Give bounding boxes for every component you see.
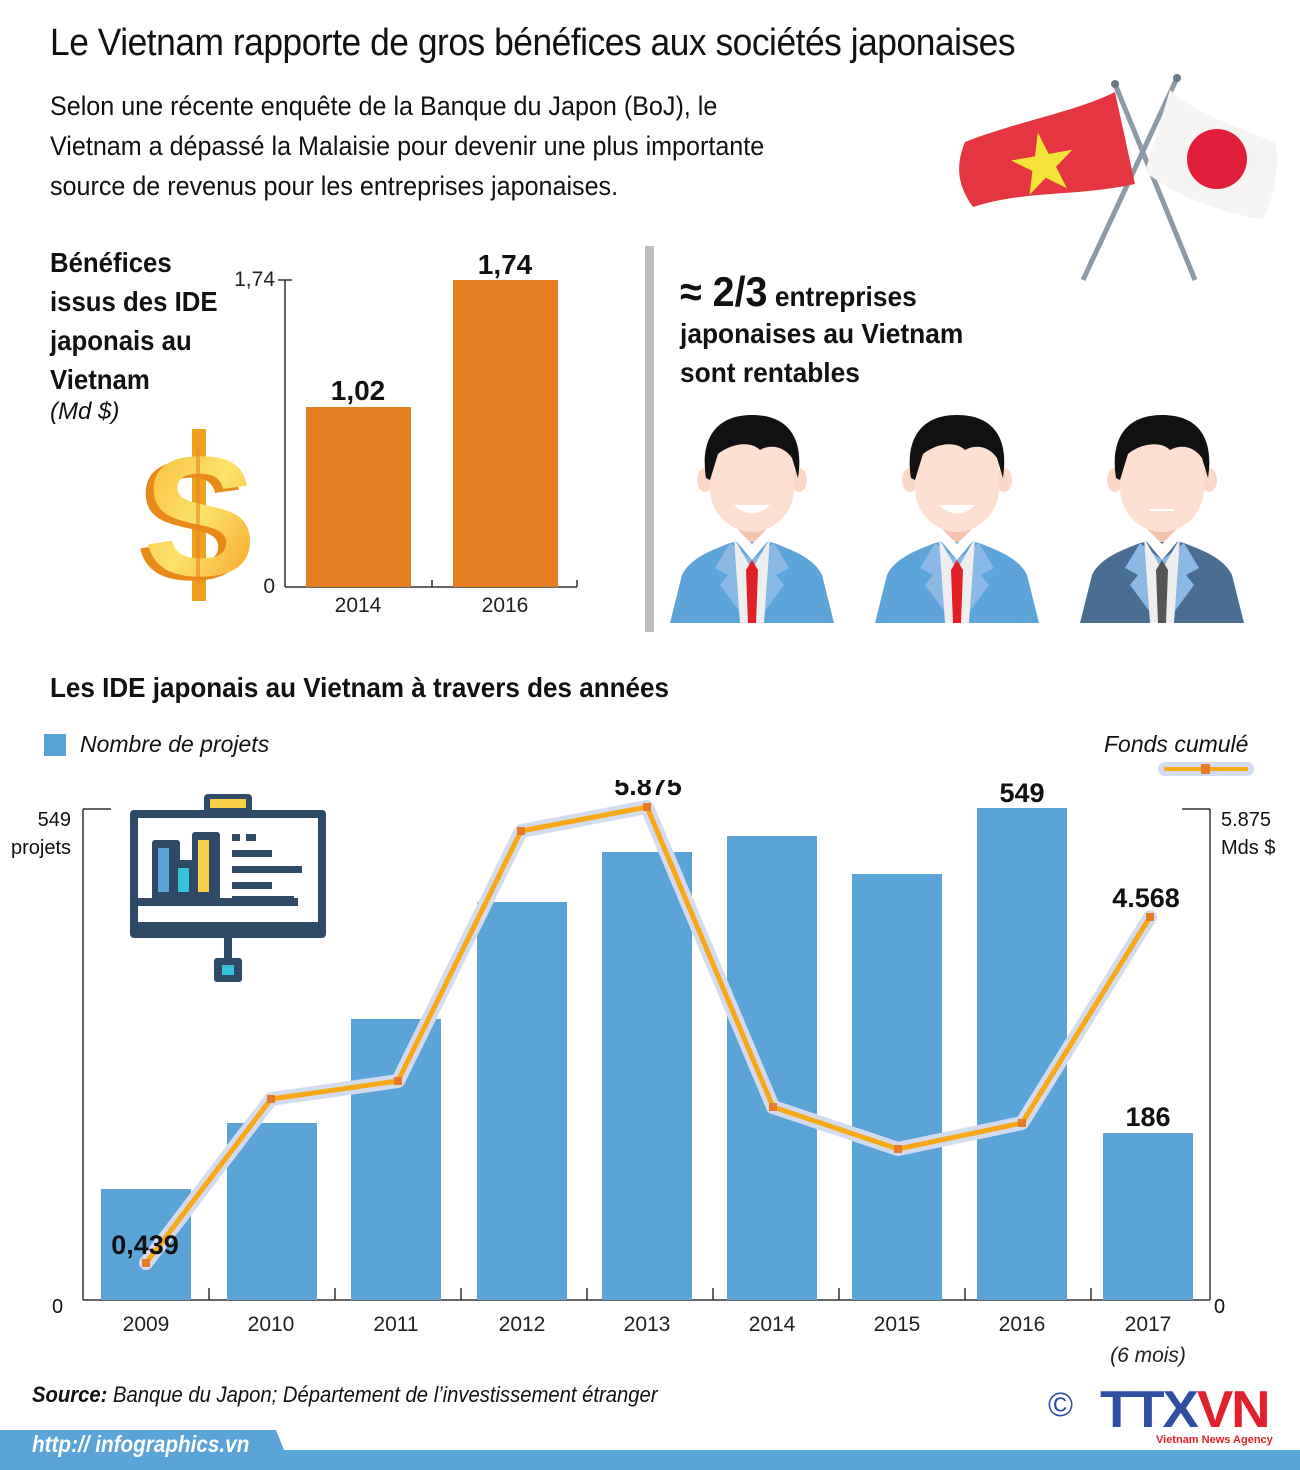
right-axis-unit: Mds $ (1221, 837, 1276, 859)
bar-2016 (453, 280, 558, 587)
rentable-line: japonaises au Vietnam (680, 318, 964, 349)
dollar-sign-icon: S S (135, 425, 256, 605)
bar-2012 (477, 902, 567, 1300)
svg-text:2016: 2016 (999, 1313, 1046, 1336)
rentable-text: japonaises au Vietnam sont rentables (680, 314, 963, 392)
bar-2014 (727, 836, 817, 1300)
left-axis-unit: projets (10, 837, 71, 859)
left-axis-zero: 0 (52, 1296, 64, 1318)
left-axis-top-label: 549 projets (0, 806, 71, 862)
fraction-value: ≈ 2/3 (680, 268, 768, 315)
source-label: Source: (32, 1382, 108, 1407)
bar-2017 (1103, 1133, 1193, 1300)
svg-text:186: 186 (1125, 1102, 1170, 1132)
bar-2010 (227, 1123, 317, 1300)
legend-swatch-blue (44, 733, 66, 756)
svg-text:2009: 2009 (123, 1313, 170, 1336)
fdi-combo-chart: 0,439 5.875 4.568 549 186 2009 2010 2011… (82, 780, 1211, 1367)
copyright-icon: © (1048, 1386, 1074, 1424)
profits-title-line: Vietnam (50, 364, 150, 395)
intro-paragraph: Selon une récente enquête de la Banque d… (50, 86, 887, 206)
intro-line: Vietnam a dépassé la Malaisie pour deven… (50, 131, 765, 161)
profits-title-line: Bénéfices (50, 247, 172, 278)
bar-2011 (351, 1019, 441, 1300)
intro-line: Selon une récente enquête de la Banque d… (50, 91, 718, 121)
profits-bar-chart: 1,74 0 2014 2016 1,02 1,74 (234, 249, 578, 617)
presentation-board-icon (130, 794, 326, 982)
svg-text:0,439: 0,439 (111, 1230, 179, 1260)
svg-text:0: 0 (263, 575, 275, 598)
svg-text:2013: 2013 (624, 1313, 671, 1336)
source-note: Source: Banque du Japon; Département de … (32, 1382, 658, 1408)
profits-title-line: japonais au (50, 325, 192, 356)
rentable-line: sont rentables (680, 357, 860, 388)
logo-wordmark: TTXVN (1100, 1380, 1271, 1440)
bar-2013 (602, 852, 692, 1300)
bar-2016 (977, 808, 1067, 1300)
svg-text:2011: 2011 (373, 1313, 418, 1336)
bar-2014 (306, 407, 411, 587)
profits-title: Bénéfices issus des IDE japonais au Viet… (50, 243, 218, 399)
fraction-text: entreprises (767, 281, 917, 312)
bar-2015 (852, 874, 942, 1300)
intro-line: source de revenus pour les entreprises j… (50, 171, 619, 201)
right-axis-top-value: 5.875 (1221, 809, 1272, 831)
footer-tab (0, 1430, 292, 1470)
svg-text:2014: 2014 (749, 1313, 796, 1336)
section2-title: Les IDE japonais au Vietnam à travers de… (50, 672, 669, 703)
logo-text-vn: VN (1196, 1381, 1271, 1439)
left-axis-top-value: 549 (37, 809, 71, 831)
svg-text:1,74: 1,74 (234, 268, 275, 291)
legend-bars: Nombre de projets (44, 731, 269, 758)
svg-text:1,02: 1,02 (331, 375, 386, 406)
svg-text:5.875: 5.875 (614, 780, 682, 801)
legend-bars-label: Nombre de projets (80, 731, 270, 757)
rentable-headline: ≈ 2/3 entreprises (680, 268, 917, 316)
profits-title-line: issus des IDE (50, 286, 218, 317)
svg-text:S: S (135, 426, 248, 605)
crossed-flags-icon (959, 74, 1277, 282)
profits-unit: (Md $) (50, 398, 120, 425)
svg-text:4.568: 4.568 (1112, 883, 1180, 913)
people-illustration (670, 415, 1244, 623)
svg-text:2016: 2016 (482, 594, 529, 617)
svg-text:2010: 2010 (248, 1313, 295, 1336)
svg-text:(6 mois): (6 mois) (1110, 1344, 1186, 1367)
legend-line-label: Fonds cumulé (1104, 731, 1249, 757)
logo-text-ttx: TTX (1100, 1381, 1199, 1439)
source-text: Banque du Japon; Département de l’invest… (107, 1382, 658, 1407)
svg-text:2015: 2015 (874, 1313, 921, 1336)
page-title: Le Vietnam rapporte de gros bénéfices au… (50, 22, 1016, 64)
website-link[interactable]: http:// infographics.vn (32, 1431, 250, 1457)
bar-2009 (101, 1189, 191, 1300)
footer-bar (0, 1450, 1300, 1470)
svg-text:2012: 2012 (499, 1313, 546, 1336)
svg-text:2017: 2017 (1125, 1313, 1172, 1336)
agency-name: Vietnam News Agency (1156, 1434, 1273, 1446)
legend-line-swatch (1158, 762, 1254, 776)
section-divider (645, 246, 654, 632)
right-axis-top-label: 5.875 Mds $ (1221, 806, 1275, 862)
svg-text:549: 549 (999, 780, 1044, 808)
svg-text:2014: 2014 (335, 594, 382, 617)
svg-text:1,74: 1,74 (478, 249, 533, 280)
right-axis-zero: 0 (1214, 1296, 1226, 1318)
